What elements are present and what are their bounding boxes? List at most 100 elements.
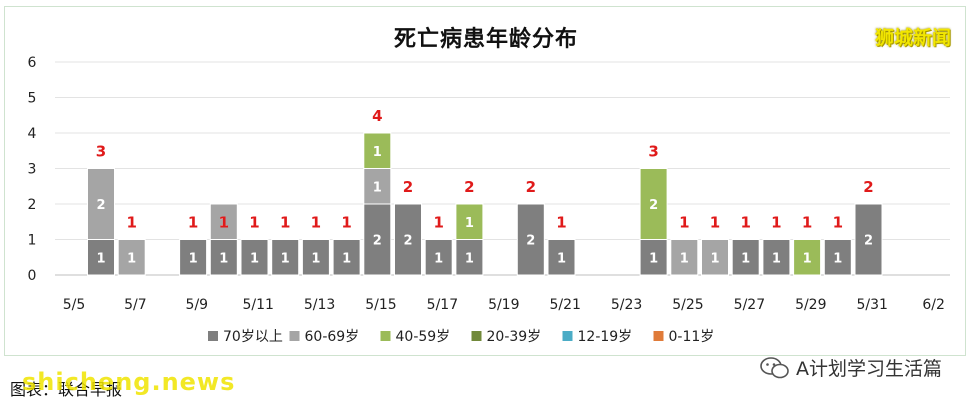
bar-segment-label: 1	[772, 251, 781, 266]
legend-label: 70岁以上	[223, 329, 283, 345]
x-tick-label: 5/9	[186, 297, 209, 313]
bar-segment-label: 1	[465, 251, 474, 266]
bar-segment-label: 1	[710, 251, 719, 266]
bar-total-label: 1	[280, 214, 290, 232]
bar-segment	[639, 168, 668, 240]
wechat-icon	[760, 356, 789, 378]
brand-logo-text: 狮城新闻	[874, 27, 951, 49]
y-tick-label: 4	[28, 126, 37, 142]
bar-total-label: 1	[341, 214, 351, 232]
bar-segment-label: 1	[127, 251, 136, 266]
legend-swatch	[208, 331, 218, 341]
x-tick-label: 5/31	[856, 297, 887, 313]
bar-segment-label: 1	[373, 145, 382, 160]
bar-total-label: 1	[833, 214, 843, 232]
bar-segment-label: 2	[96, 198, 105, 213]
bar-segment-label: 1	[741, 251, 750, 266]
bar-total-label: 1	[771, 214, 781, 232]
bar-segment	[854, 203, 883, 276]
x-tick-label: 5/19	[488, 297, 519, 313]
x-tick-label: 5/5	[63, 297, 86, 313]
bar-segment	[179, 239, 208, 276]
bar-segment	[363, 168, 392, 205]
x-tick-label: 5/29	[795, 297, 826, 313]
bar-total-label: 1	[679, 214, 689, 232]
y-tick-label: 0	[28, 268, 37, 284]
bar-total-label: 2	[526, 178, 536, 196]
bar-segment	[87, 168, 115, 240]
bar-segment	[87, 239, 115, 276]
legend-label: 40-59岁	[396, 329, 451, 345]
x-tick-label: 5/11	[242, 297, 273, 313]
legend-label: 20-39岁	[487, 329, 542, 345]
bar-total-label: 1	[802, 214, 812, 232]
bar-segment-label: 2	[373, 234, 382, 249]
bar-segment	[823, 239, 852, 276]
legend-swatch	[289, 331, 300, 341]
bar-segment	[240, 239, 269, 276]
bar-segment-label: 2	[403, 234, 412, 249]
bar-segment-label: 1	[434, 251, 443, 266]
bar-total-label: 1	[433, 214, 443, 232]
chart-credit: 图表：联合早报	[10, 380, 123, 399]
bar-segment-label: 1	[465, 216, 474, 231]
bar-segment	[332, 239, 361, 276]
bar-total-label: 4	[372, 107, 382, 125]
bar-total-label: 1	[188, 214, 198, 232]
bar-segment	[547, 239, 576, 276]
y-tick-label: 6	[28, 55, 37, 71]
legend-label: 12-19岁	[578, 329, 633, 345]
bar-segment-label: 1	[219, 216, 228, 231]
bar-segment-label: 1	[833, 251, 842, 266]
bar-total-label: 2	[863, 178, 873, 196]
bar-total-label: 1	[311, 214, 321, 232]
bar-segment-label: 1	[281, 251, 290, 266]
bar-segment-label: 1	[803, 251, 812, 266]
bar-segment	[670, 239, 699, 276]
bar-total-label: 1	[249, 214, 259, 232]
bar-segment-label: 2	[526, 234, 535, 249]
y-tick-label: 3	[28, 162, 37, 178]
x-tick-label: 5/27	[734, 297, 765, 313]
bar-segment-label: 1	[250, 251, 259, 266]
bar-segment-label: 1	[219, 251, 228, 266]
bar-segment-label: 1	[342, 251, 351, 266]
bar-segment-label: 1	[680, 251, 689, 266]
x-tick-label: 5/23	[611, 297, 642, 313]
bar-segment	[301, 239, 330, 276]
x-tick-label: 5/13	[304, 297, 335, 313]
legend-swatch	[471, 331, 482, 341]
bar-segment-label: 1	[311, 251, 320, 266]
legend-label: 60-69岁	[305, 329, 360, 345]
chart-title: 死亡病患年龄分布	[393, 27, 578, 52]
bar-segment	[516, 203, 545, 276]
bar-segment	[117, 239, 146, 276]
bar-segment-label: 1	[96, 251, 105, 266]
y-tick-label: 2	[28, 197, 37, 213]
bar-segment-label: 1	[373, 180, 382, 195]
y-tick-label: 1	[28, 233, 37, 249]
bar-segment	[793, 239, 822, 276]
bar-total-label: 2	[403, 178, 413, 196]
bar-total-label: 1	[710, 214, 720, 232]
bar-segment	[363, 203, 392, 276]
x-tick-label: 5/25	[672, 297, 703, 313]
bar-total-label: 1	[219, 214, 229, 232]
bar-total-label: 3	[648, 143, 658, 161]
bar-total-label: 1	[740, 214, 750, 232]
wechat-account-name: A计划学习生活篇	[796, 358, 942, 380]
legend-label: 0-11岁	[669, 329, 715, 345]
legend-swatch	[380, 331, 391, 341]
chart-canvas: 0 1 2 3 4 5 6 1 2 3 1 1 1 1 1 1 1 1 1 1 1 1 1 1 1 2 1 1 4 2 2 1 1 1 1 2 2 2 1 1…	[28, 55, 950, 345]
site-watermark: shicheng.news	[22, 368, 236, 396]
bar-segment-label: 1	[649, 251, 658, 266]
bar-segment	[455, 203, 484, 240]
bar-segment	[424, 239, 453, 276]
y-tick-label: 5	[28, 91, 37, 107]
legend-swatch	[562, 331, 573, 341]
x-tick-label: 5/7	[124, 297, 147, 313]
bar-total-label: 1	[556, 214, 566, 232]
bar-total-label: 3	[96, 143, 106, 161]
bar-segment	[455, 239, 484, 276]
bar-segment	[731, 239, 760, 276]
